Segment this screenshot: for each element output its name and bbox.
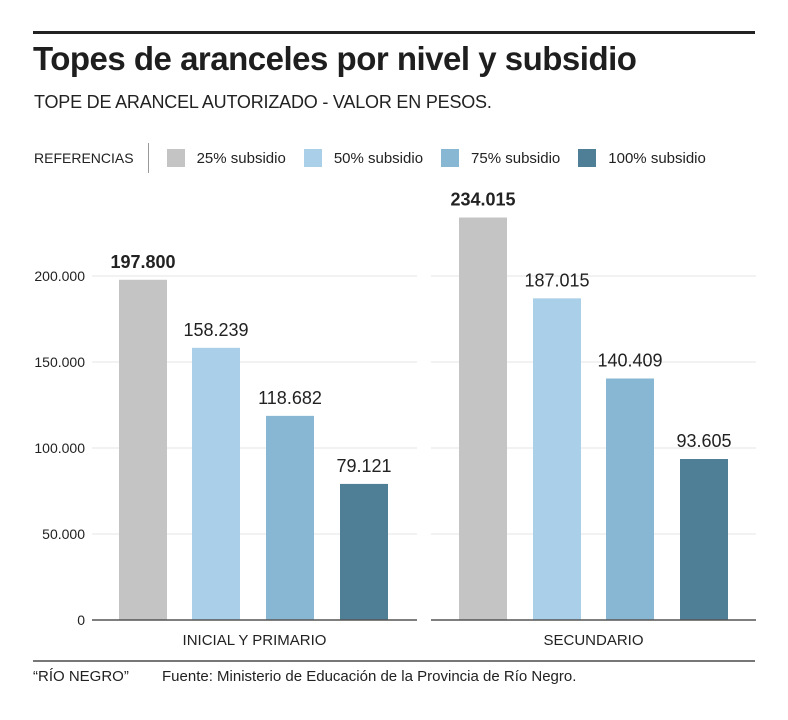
bar [680,458,728,620]
bar [606,378,654,620]
bar [192,347,240,620]
data-label: 234.015 [450,189,515,209]
legend-label: 50% subsidio [333,149,424,167]
legend-item-100: 100% subsidio [578,149,706,167]
legend: REFERENCIAS 25% subsidio 50% subsidio 75… [34,143,724,173]
bar [119,279,167,620]
data-label: 79.121 [336,456,391,476]
legend-swatch [303,149,322,167]
data-label: 187.015 [524,270,589,290]
legend-item-75: 75% subsidio [441,149,560,167]
page-subtitle: TOPE DE ARANCEL AUTORIZADO - VALOR EN PE… [34,92,492,112]
data-label: 93.605 [676,431,731,451]
legend-label: 25% subsidio [196,149,286,167]
data-label: 158.239 [183,320,248,340]
source-note: Fuente: Ministerio de Educación de la Pr… [162,668,577,685]
bar-chart: 0 50.000 100.000 150.000 200.000 197.800 234.0… [34,189,756,649]
credit: “RÍO NEGRO” [33,668,129,685]
bar [340,483,388,620]
legend-swatch [441,149,460,167]
bottom-rule [33,660,755,662]
y-tick-label: 50.000 [42,526,85,542]
data-label: 118.682 [258,388,322,408]
top-rule [33,31,755,34]
legend-label: 75% subsidio [471,149,561,167]
y-tick-label: 200.000 [34,268,85,284]
legend-heading: REFERENCIAS [34,150,134,166]
legend-item-25: 25% subsidio [166,149,286,167]
y-tick-label: 100.000 [34,440,85,456]
category-label: INICIAL Y PRIMARIO [183,632,327,649]
legend-item-50: 50% subsidio [303,149,424,167]
page-title: Topes de aranceles por nivel y subsidio [33,40,637,77]
data-label: 197.800 [110,252,175,272]
bar [533,298,581,620]
y-tick-label: 150.000 [34,354,85,370]
bar [266,415,314,620]
data-label: 140.409 [597,350,662,370]
y-tick-label: 0 [77,612,85,628]
bar [459,217,507,620]
legend-swatch [166,149,185,167]
category-label: SECUNDARIO [543,632,643,649]
legend-label: 100% subsidio [608,149,706,167]
legend-divider [147,143,149,173]
legend-swatch [578,149,597,167]
